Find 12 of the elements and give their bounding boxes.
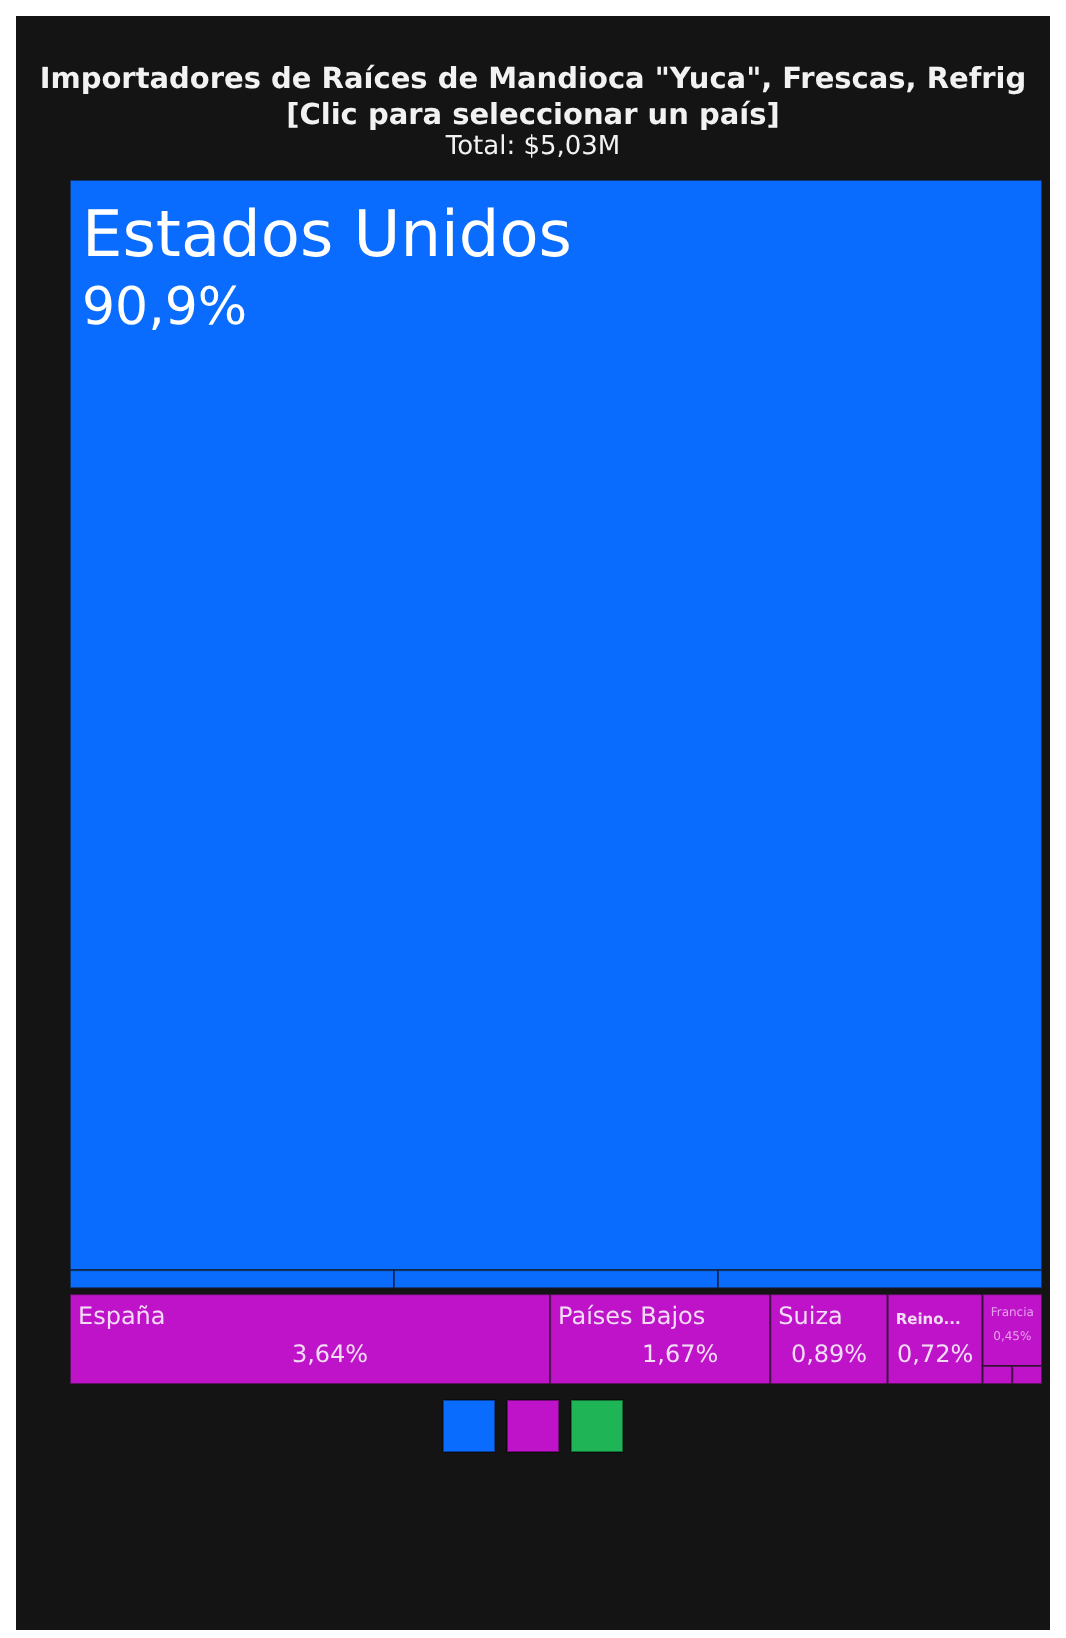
category-label: Países Bajos [558,1302,706,1331]
text: Importadores de Raíces de Mandioca "Yuca", Frescas, Refrig [39,64,1027,96]
text: [Clic para seleccionar un país] [286,100,780,132]
data-label: 3,64% [291,1340,369,1369]
data-label: 0,89% [790,1340,868,1369]
category-label: Estados Unidos [82,196,572,272]
text: Total: $5,03M [443,132,621,162]
data-label: 0,72% [897,1340,974,1369]
data-label: 90,9% [82,278,248,338]
category-label: España [78,1302,166,1331]
category-label: Suiza [778,1302,843,1331]
data-label: 1,67% [642,1340,719,1369]
